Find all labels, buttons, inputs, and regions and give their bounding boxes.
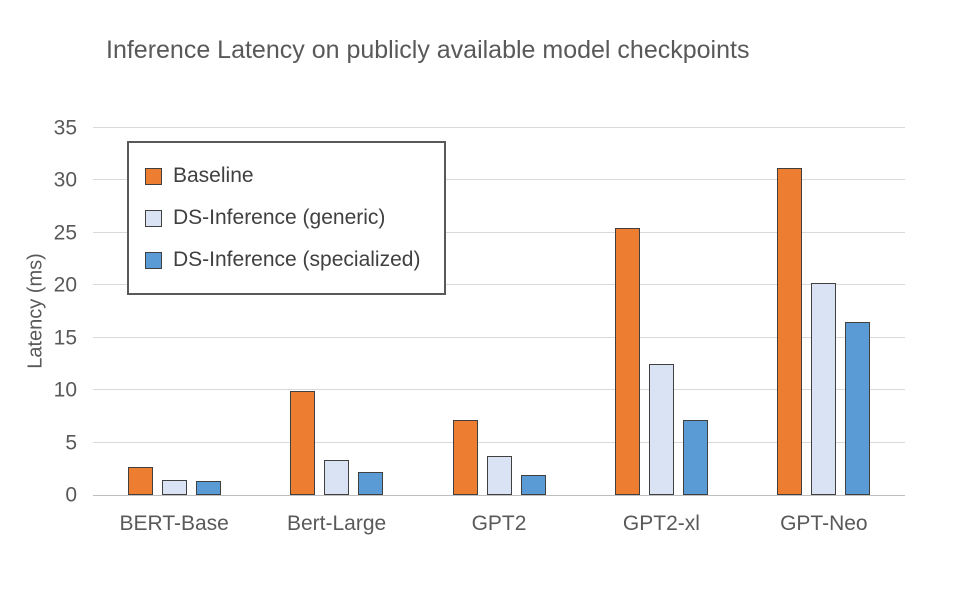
gridline xyxy=(93,389,905,391)
y-tick-label: 10 xyxy=(53,378,77,402)
y-tick-label: 20 xyxy=(53,273,77,297)
gridline xyxy=(93,336,905,338)
bar xyxy=(682,419,708,495)
bar xyxy=(777,167,803,495)
legend-label: DS-Inference (generic) xyxy=(173,206,386,229)
legend-item: Baseline xyxy=(145,155,420,197)
legend-swatch xyxy=(145,209,162,227)
plot-area: Baseline DS-Inference (generic) DS-Inferen… xyxy=(93,127,905,496)
legend-label: DS-Inference (specialized) xyxy=(173,248,421,271)
gridline xyxy=(93,127,905,128)
y-tick-label: 0 xyxy=(65,483,77,507)
y-tick-label: 25 xyxy=(53,221,77,245)
gridline xyxy=(93,284,905,286)
y-tick-label: 15 xyxy=(53,326,77,350)
x-tick-label: BERT-Base xyxy=(119,512,229,535)
y-tick-label: 30 xyxy=(53,168,77,192)
bar xyxy=(845,322,871,495)
x-tick-label: GPT-Neo xyxy=(780,512,868,535)
x-tick-label: GPT2 xyxy=(471,512,527,535)
legend: Baseline DS-Inference (generic) DS-Inferen… xyxy=(127,141,447,295)
bar xyxy=(195,481,221,495)
gridline xyxy=(93,231,905,233)
bar xyxy=(290,391,316,495)
bar xyxy=(161,480,187,495)
bar-group xyxy=(418,128,580,495)
bar xyxy=(648,363,674,495)
x-tick-label: Bert-Large xyxy=(287,512,387,535)
bar-group xyxy=(255,128,417,495)
gridline xyxy=(93,441,905,443)
y-tick-label: 35 xyxy=(53,116,77,140)
bar-group xyxy=(580,128,742,495)
chart-title: Inference Latency on publicly available … xyxy=(106,36,750,64)
legend-label: Baseline xyxy=(173,164,254,187)
y-tick-label: 5 xyxy=(65,431,77,455)
bar xyxy=(520,475,546,495)
legend-item: DS-Inference (specialized) xyxy=(145,239,420,281)
bar xyxy=(452,419,478,495)
bar xyxy=(324,460,350,495)
legend-swatch xyxy=(145,251,162,269)
bar xyxy=(811,283,837,495)
bar-group xyxy=(93,128,255,495)
y-tick-labels: 0 5 10 15 20 25 30 35 xyxy=(38,118,85,506)
bar xyxy=(486,456,512,495)
bar-group xyxy=(743,128,905,495)
bar xyxy=(358,471,384,495)
bar-groups xyxy=(93,128,905,495)
bar xyxy=(614,227,640,495)
legend-item: DS-Inference (generic) xyxy=(145,197,420,239)
legend-swatch xyxy=(145,167,162,185)
gridlines xyxy=(93,127,905,495)
x-tick-label: GPT2-xl xyxy=(622,512,700,535)
gridline xyxy=(93,179,905,181)
bar xyxy=(127,466,153,495)
x-tick-labels: BERT-Base Bert-Large GPT2 GPT2-xl GPT-Neo xyxy=(93,512,905,536)
